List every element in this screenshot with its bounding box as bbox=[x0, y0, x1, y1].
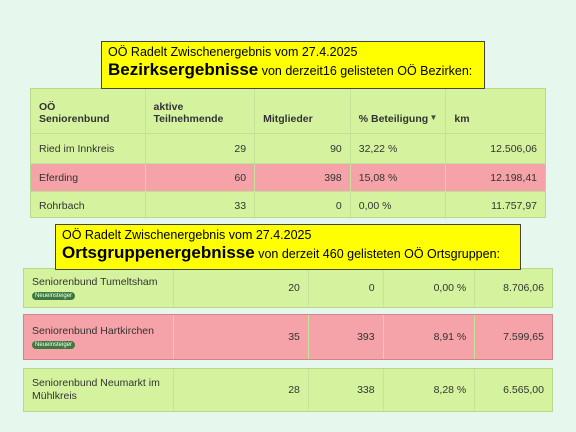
table-row[interactable]: Seniorenbund Tumeltsham Neueinsteiger 20… bbox=[23, 268, 553, 308]
group-name: Seniorenbund Hartkirchen bbox=[32, 325, 154, 337]
district-banner-title: Bezirksergebnisse bbox=[108, 60, 259, 79]
beteiligung-value: 8,28 % bbox=[384, 369, 476, 411]
mitglieder-value: 0 bbox=[309, 269, 384, 307]
district-name: Ried im Innkreis bbox=[31, 134, 146, 163]
km-value: 12.198,41 bbox=[490, 171, 537, 184]
new-badge: Neueinsteiger bbox=[32, 292, 76, 300]
district-table: OÖ Seniorenbund aktive Teilnehmende Mitg… bbox=[30, 88, 546, 219]
km-value: 11.757,97 bbox=[491, 199, 537, 212]
group-name: Seniorenbund Neumarkt im Mühlkreis bbox=[32, 377, 160, 402]
district-name: Eferding bbox=[31, 164, 146, 191]
aktive-value: 29 bbox=[146, 134, 256, 163]
sort-down-icon[interactable]: ▼ bbox=[429, 113, 438, 122]
local-banner-subtitle: von derzeit 460 gelisteten OÖ Ortsgruppe… bbox=[254, 247, 500, 261]
header-km[interactable]: km bbox=[454, 113, 470, 125]
header-mitglieder[interactable]: Mitglieder bbox=[255, 89, 351, 133]
header-beteiligung[interactable]: % Beteiligung ▼ bbox=[351, 89, 447, 133]
mitglieder-value: 0 bbox=[255, 192, 351, 219]
local-banner: OÖ Radelt Zwischenergebnis vom 27.4.2025… bbox=[55, 224, 521, 270]
mitglieder-value: 393 bbox=[309, 315, 384, 359]
mitglieder-value: 90 bbox=[255, 134, 351, 163]
beteiligung-value: 32,22 % bbox=[351, 134, 447, 163]
district-banner: OÖ Radelt Zwischenergebnis vom 27.4.2025… bbox=[101, 41, 485, 89]
district-name: Rohrbach bbox=[31, 192, 146, 219]
table-row-highlighted[interactable]: Seniorenbund Hartkirchen Neueinsteiger 3… bbox=[23, 314, 553, 360]
district-banner-date: OÖ Radelt Zwischenergebnis vom 27.4.2025 bbox=[108, 45, 358, 59]
km-value: 12.506,06 bbox=[490, 142, 537, 155]
local-banner-date: OÖ Radelt Zwischenergebnis vom 27.4.2025 bbox=[62, 228, 312, 242]
header-seniorenbund[interactable]: OÖ Seniorenbund bbox=[31, 89, 146, 133]
local-table: Seniorenbund Tumeltsham Neueinsteiger 20… bbox=[23, 268, 553, 412]
km-value: 6.565,00 bbox=[503, 384, 544, 396]
aktive-value: 60 bbox=[146, 164, 256, 191]
beteiligung-value: 0,00 % bbox=[384, 269, 476, 307]
table-row[interactable]: Seniorenbund Neumarkt im Mühlkreis 28 33… bbox=[23, 368, 553, 412]
aktive-value: 33 bbox=[146, 192, 256, 219]
table-row-highlighted[interactable]: Eferding 60 398 15,08 % 12.198,41 bbox=[31, 163, 545, 191]
group-name: Seniorenbund Tumeltsham bbox=[32, 276, 158, 288]
km-value: 8.706,06 bbox=[503, 282, 544, 294]
mitglieder-value: 338 bbox=[309, 369, 384, 411]
table-header-row: OÖ Seniorenbund aktive Teilnehmende Mitg… bbox=[31, 89, 545, 133]
local-banner-title: Ortsgruppenergebnisse bbox=[62, 243, 255, 262]
aktive-value: 35 bbox=[174, 315, 309, 359]
new-badge: Neueinsteiger bbox=[32, 341, 76, 349]
km-value: 7.599,65 bbox=[503, 331, 544, 343]
table-row[interactable]: Rohrbach 33 0 0,00 % 11.757,97 bbox=[31, 191, 545, 219]
mitglieder-value: 398 bbox=[255, 164, 351, 191]
aktive-value: 20 bbox=[174, 269, 309, 307]
table-row[interactable]: Ried im Innkreis 29 90 32,22 % 12.506,06 bbox=[31, 133, 545, 163]
beteiligung-value: 8,91 % bbox=[384, 315, 476, 359]
district-banner-subtitle: von derzeit16 gelisteten OÖ Bezirken: bbox=[258, 64, 473, 78]
beteiligung-value: 15,08 % bbox=[351, 164, 447, 191]
beteiligung-value: 0,00 % bbox=[351, 192, 447, 219]
header-aktive[interactable]: aktive Teilnehmende bbox=[146, 89, 256, 133]
aktive-value: 28 bbox=[174, 369, 309, 411]
